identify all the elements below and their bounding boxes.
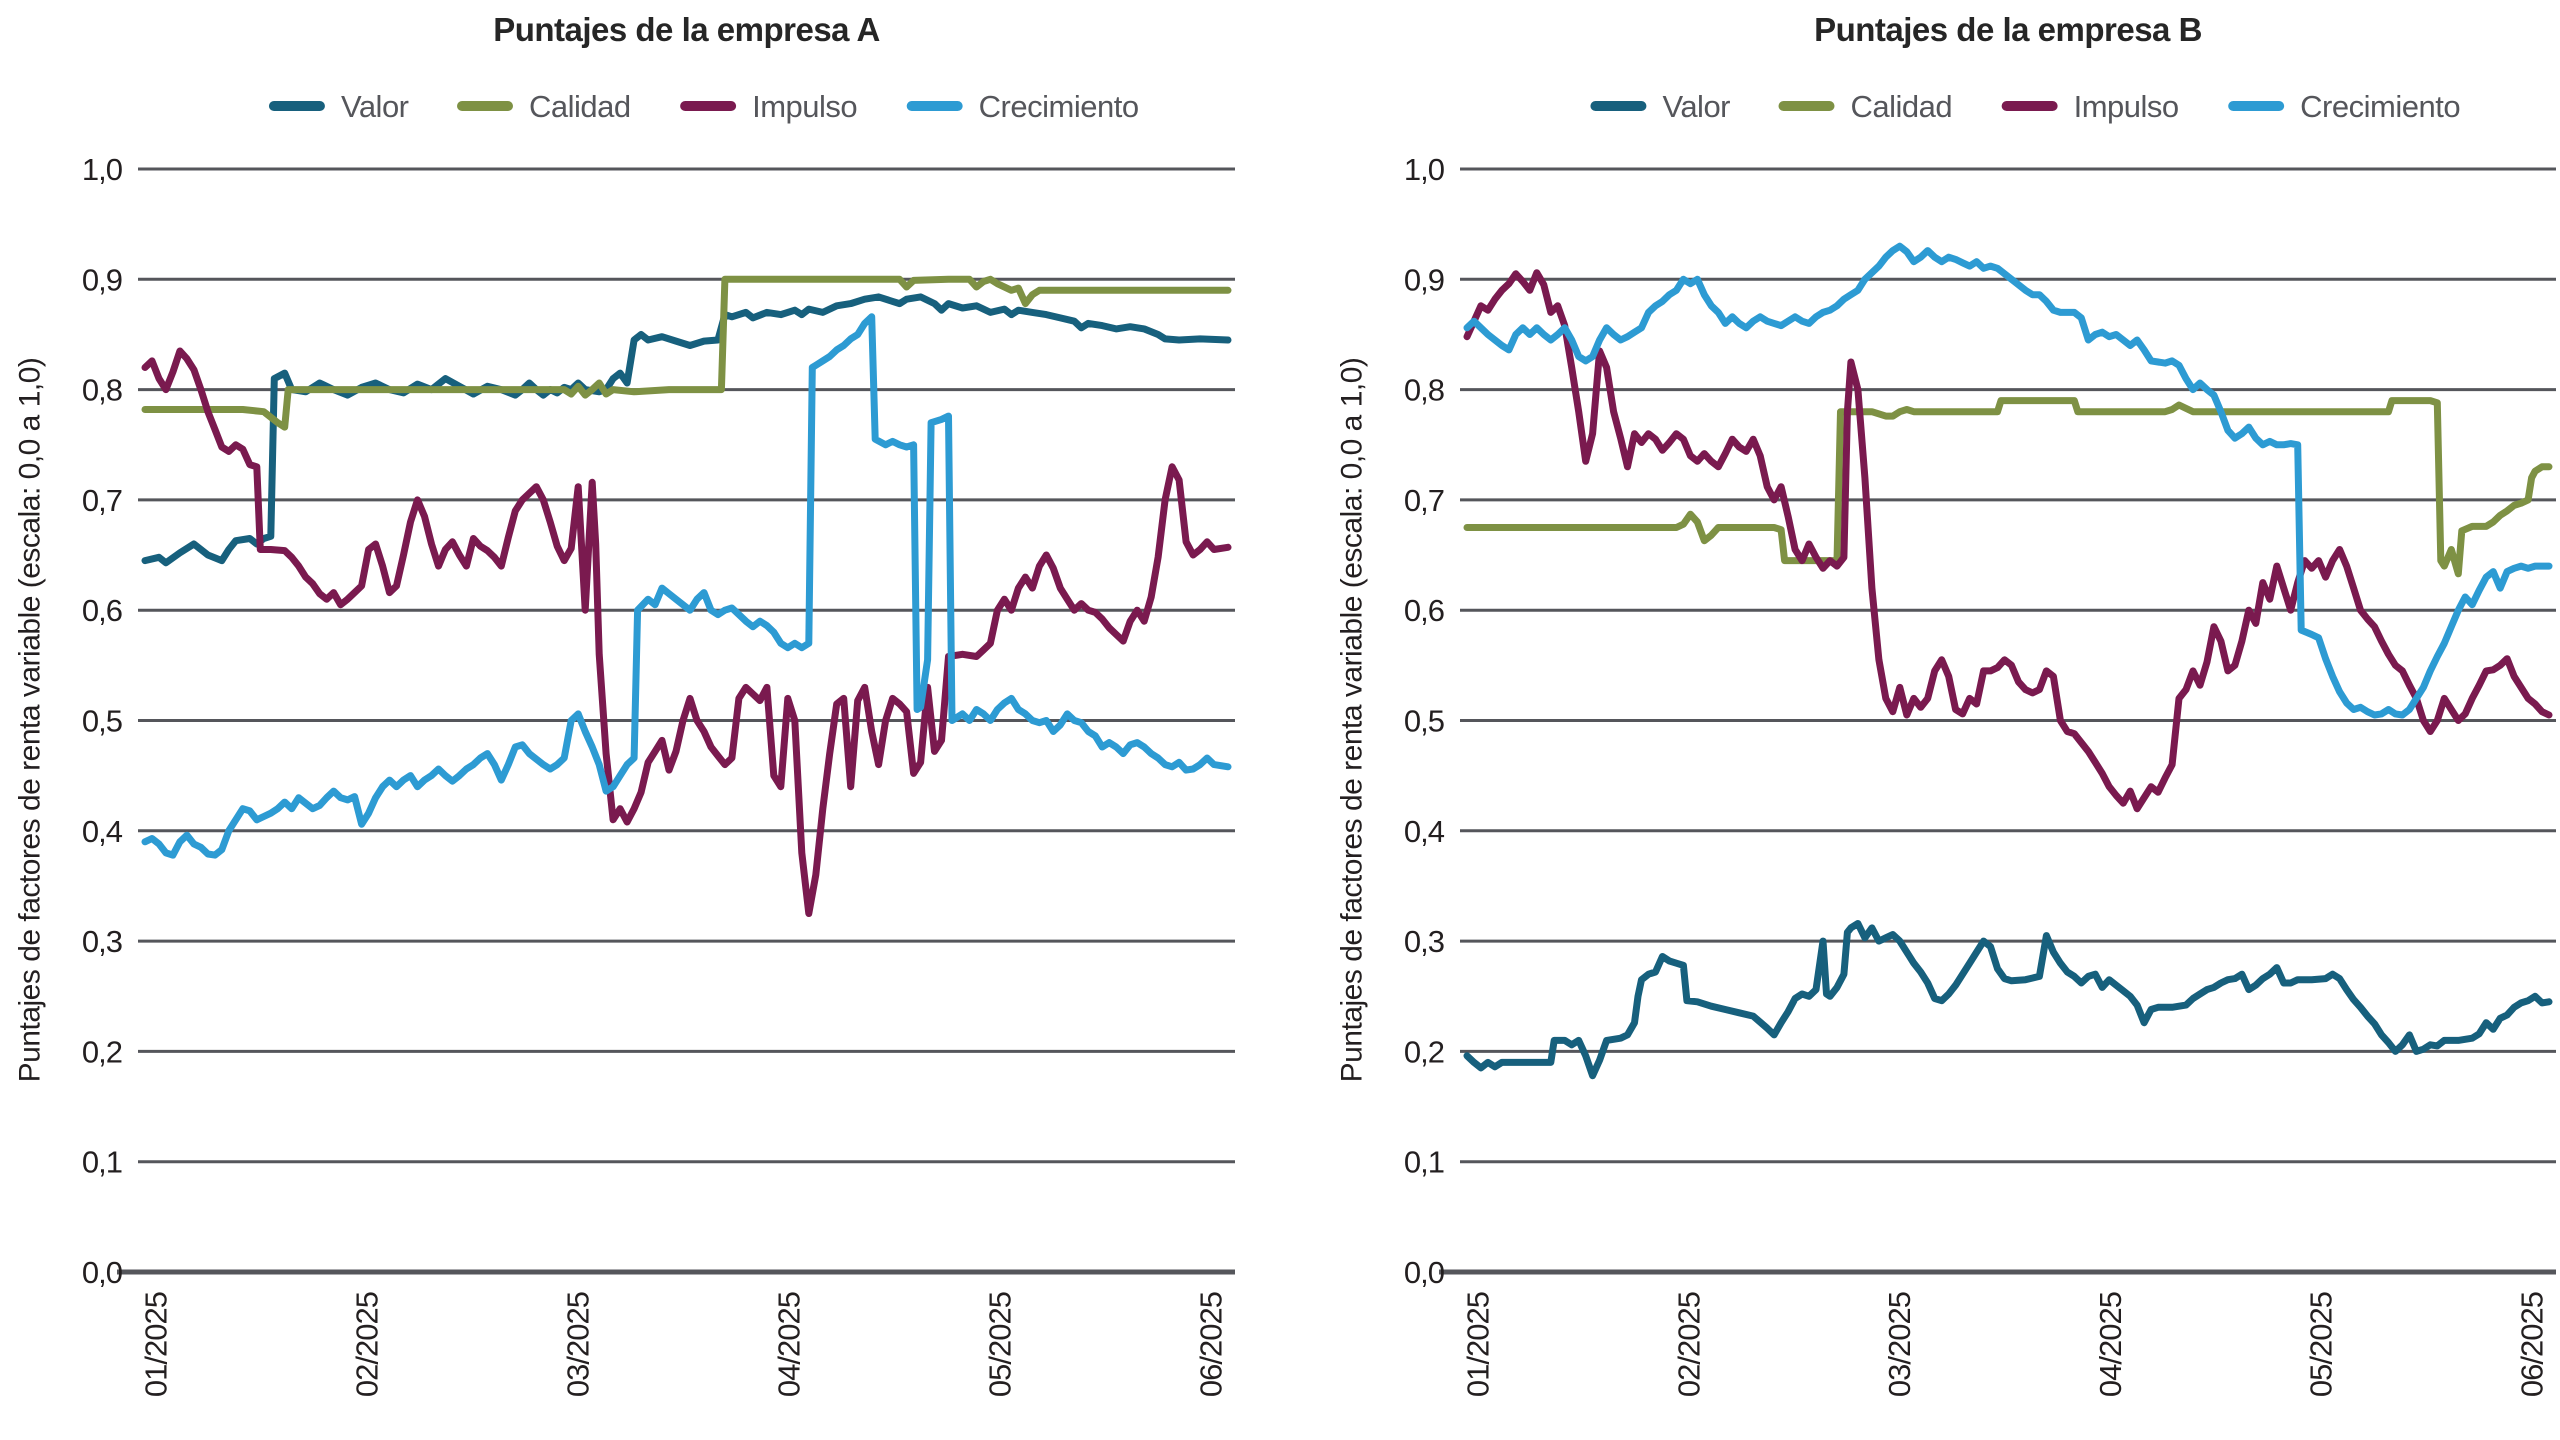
x-tick-label: 02/2025: [349, 1292, 384, 1397]
y-tick-label: 0,3: [82, 924, 122, 959]
legend-item-calidad: Calidad: [1778, 89, 1953, 124]
legend-swatch-impulso: [2001, 101, 2058, 111]
y-tick-label: 0,5: [82, 704, 122, 739]
series-line-valor: [1463, 920, 2553, 1080]
x-tick-label: 03/2025: [1882, 1292, 1917, 1397]
y-tick-label: 0,2: [82, 1034, 122, 1069]
y-tick-label: 0,8: [82, 373, 122, 408]
legend-label: Calidad: [529, 89, 631, 124]
x-tick-label: 01/2025: [138, 1292, 173, 1397]
legend: Valor Calidad Impulso Crecimiento: [268, 89, 1139, 124]
legend-label: Crecimiento: [2300, 89, 2460, 124]
y-tick-label: 0,1: [82, 1145, 122, 1180]
legend-item-valor: Valor: [268, 89, 409, 124]
legend-label: Impulso: [2074, 89, 2179, 124]
legend-swatch-valor: [268, 101, 325, 111]
y-tick-label: 0,9: [1404, 262, 1444, 297]
y-tick-label: 0,6: [82, 593, 122, 628]
x-tick-label: 04/2025: [772, 1292, 807, 1397]
y-tick-label: 0,8: [1404, 373, 1444, 408]
legend-swatch-crecimiento: [2228, 101, 2285, 111]
x-tick-label: 04/2025: [2093, 1292, 2128, 1397]
gridlines: [117, 167, 1235, 1275]
chart-a-title: Puntajes de la empresa A: [493, 11, 880, 48]
x-tick-label: 02/2025: [1671, 1292, 1706, 1397]
y-tick-label: 0,0: [1404, 1255, 1445, 1290]
y-tick-label: 0,1: [1404, 1145, 1444, 1180]
y-tick-label: 0,3: [1404, 924, 1444, 959]
legend: Valor Calidad Impulso Crecimiento: [1590, 89, 2461, 124]
y-tick-label: 0,2: [1404, 1034, 1444, 1069]
y-tick-label: 0,0: [82, 1255, 123, 1290]
legend-label: Crecimiento: [979, 89, 1139, 124]
series-line-impulso: [141, 347, 1232, 917]
series-line-impulso: [1463, 269, 2553, 813]
x-tick-label: 06/2025: [1194, 1292, 1229, 1397]
legend-label: Impulso: [752, 89, 857, 124]
y-tick-label: 0,4: [1404, 814, 1445, 849]
legend-label: Valor: [341, 89, 409, 124]
y-tick-label: 0,7: [82, 483, 122, 518]
legend-item-calidad: Calidad: [457, 89, 631, 124]
legend-item-crecimiento: Crecimiento: [906, 89, 1139, 124]
y-tick-label: 1,0: [82, 152, 123, 187]
y-tick-label: 0,7: [1404, 483, 1444, 518]
chart-b-title: Puntajes de la empresa B: [1814, 11, 2202, 48]
legend-swatch-crecimiento: [906, 101, 963, 111]
y-tick-label: 1,0: [1404, 152, 1445, 187]
x-tick-label: 06/2025: [2515, 1292, 2550, 1397]
y-tick-label: 0,9: [82, 262, 122, 297]
y-tick-label: 0,4: [82, 814, 123, 849]
series-line-crecimiento: [141, 313, 1232, 859]
chart-a-y-axis-label: Puntajes de factores de renta variable (…: [13, 357, 47, 1083]
x-tick-label: 03/2025: [560, 1292, 595, 1397]
chart-b-y-axis-label: Puntajes de factores de renta variable (…: [1335, 357, 1369, 1083]
y-tick-label: 0,5: [1404, 704, 1444, 739]
series-line-calidad: [141, 275, 1232, 431]
legend-swatch-calidad: [1778, 101, 1835, 111]
legend-swatch-valor: [1590, 101, 1647, 111]
chart-empresa-b: 1,0 0,9 0,8 0,7 0,6 0,5 0,4 0,3 0,2 0,1 0,0 01/2025…: [1404, 89, 2556, 1397]
x-tick-label: 05/2025: [983, 1292, 1018, 1397]
legend-item-valor: Valor: [1590, 89, 1731, 124]
y-tick-label: 0,6: [1404, 593, 1444, 628]
legend-item-impulso: Impulso: [2001, 89, 2179, 124]
legend-item-crecimiento: Crecimiento: [2228, 89, 2461, 124]
legend-swatch-calidad: [457, 101, 514, 111]
legend-item-impulso: Impulso: [680, 89, 858, 124]
legend-label: Calidad: [1851, 89, 1953, 124]
x-tick-label: 05/2025: [2304, 1292, 2339, 1397]
legend-swatch-impulso: [680, 101, 737, 111]
x-tick-label: 01/2025: [1460, 1292, 1495, 1397]
series-line-calidad: [1463, 397, 2553, 578]
legend-label: Valor: [1662, 89, 1730, 124]
series-line-crecimiento: [1463, 242, 2553, 719]
series-line-valor: [141, 293, 1232, 567]
chart-empresa-a: 1,0 0,9 0,8 0,7 0,6 0,5 0,4 0,3 0,2 0,1 0,0 01/2025…: [82, 89, 1235, 1397]
